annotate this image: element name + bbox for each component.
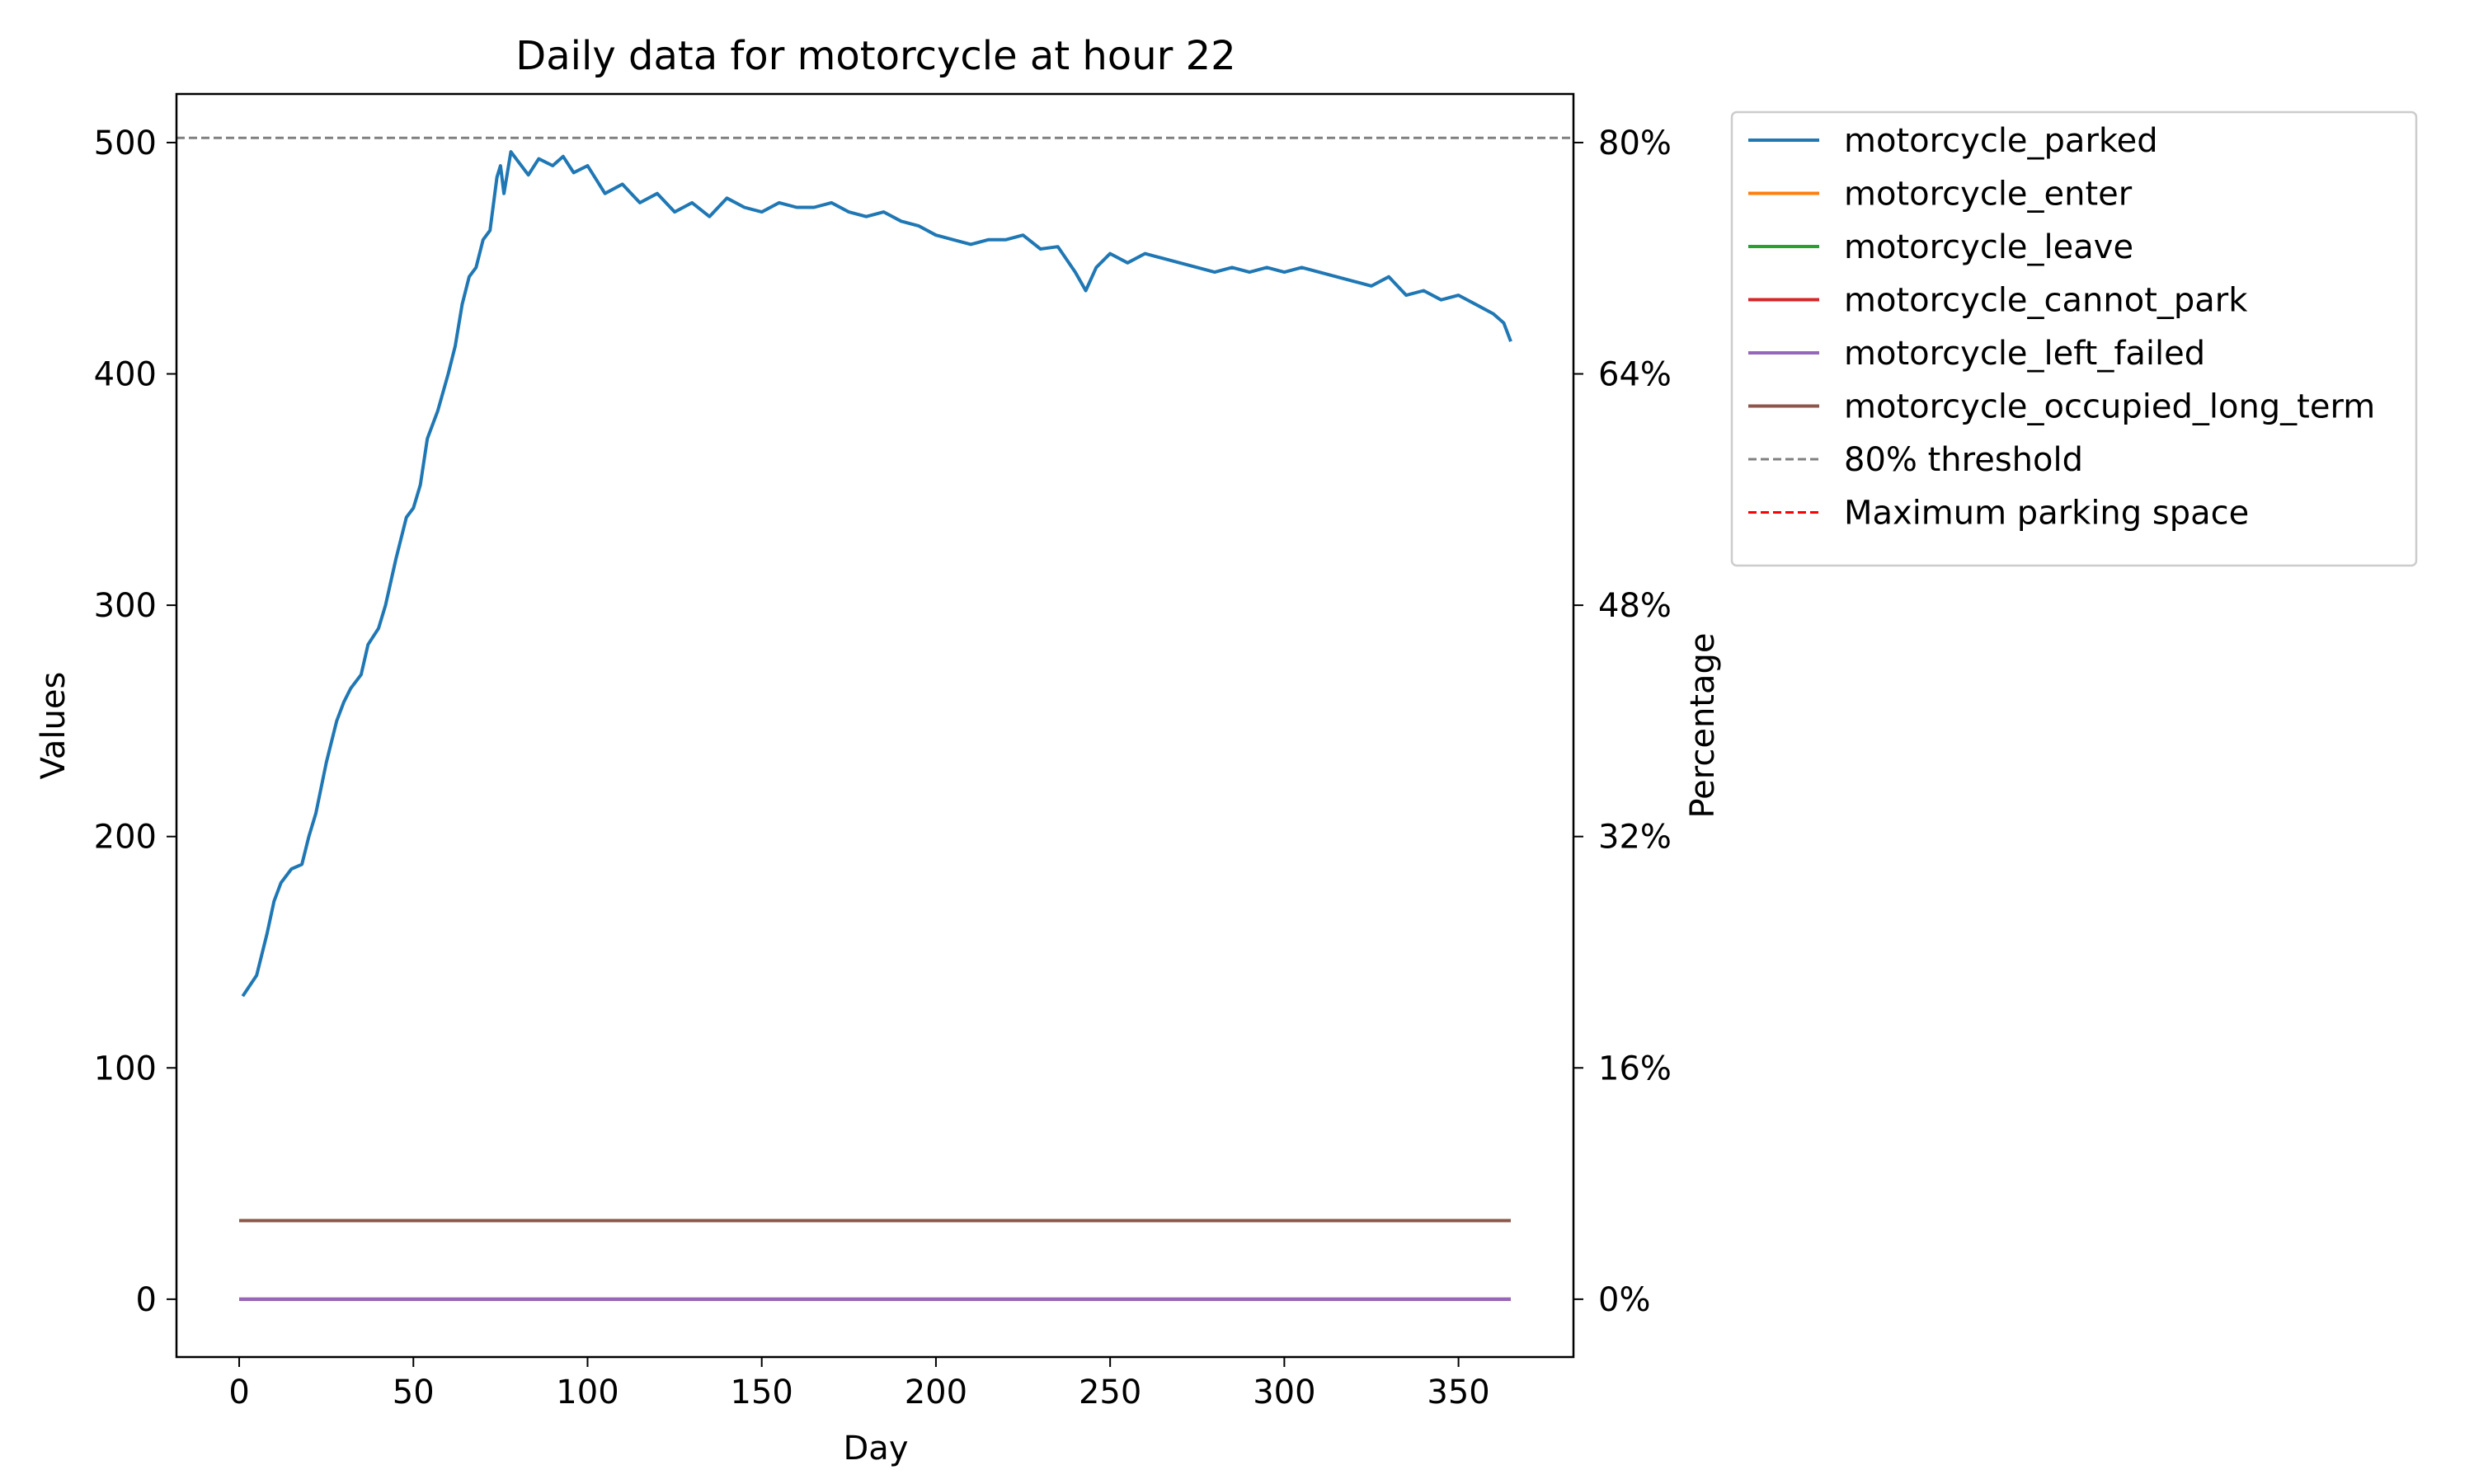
- series-line-motorcycle-parked: [241, 150, 1512, 998]
- x-tick-label: 100: [556, 1374, 618, 1411]
- x-axis: 0 50 100 150 200 250 300 350: [228, 1357, 1490, 1411]
- y-tick-label: 400: [94, 356, 157, 394]
- secondary-y-axis-label: Percentage: [1684, 632, 1722, 818]
- y-tick-label: 200: [94, 819, 157, 857]
- y2-tick-label: 48%: [1598, 587, 1672, 625]
- legend-label-80-threshold: 80% threshold: [1844, 441, 2083, 479]
- x-tick-label: 50: [393, 1374, 435, 1411]
- legend-label-motorcycle-occupied-long-term: motorcycle_occupied_long_term: [1844, 388, 2375, 426]
- x-tick-label: 350: [1427, 1374, 1489, 1411]
- legend-label-motorcycle-left-failed: motorcycle_left_failed: [1844, 335, 2205, 373]
- x-tick-label: 150: [731, 1374, 793, 1411]
- chart-title: Daily data for motorcycle at hour 22: [515, 33, 1235, 79]
- y-tick-label: 100: [94, 1050, 157, 1087]
- y-tick-label: 500: [94, 124, 157, 162]
- x-axis-label: Day: [844, 1430, 909, 1468]
- legend: motorcycle_parked motorcycle_entermotorcy…: [1730, 110, 2418, 567]
- secondary-y-axis: 0% 16% 32% 48% 64% 80%: [1573, 124, 1672, 1319]
- legend-frame: [1730, 110, 2418, 567]
- y2-tick-label: 64%: [1598, 356, 1672, 394]
- x-tick-label: 250: [1079, 1374, 1141, 1411]
- y2-tick-label: 80%: [1598, 124, 1672, 162]
- y-tick-label: 0: [136, 1281, 157, 1319]
- legend-label-motorcycle-leave: motorcycle_leave: [1844, 228, 2133, 266]
- plot-area: [176, 136, 1573, 1301]
- y-axis: 0 100 200 300 400 500: [94, 124, 176, 1319]
- y-axis-label: Values: [35, 672, 73, 780]
- x-tick-label: 200: [905, 1374, 967, 1411]
- x-tick-label: 300: [1253, 1374, 1315, 1411]
- plot-frame: [175, 92, 1575, 1359]
- legend-label-motorcycle-enter: motorcycle_enter: [1844, 176, 2133, 214]
- y2-tick-label: 16%: [1598, 1050, 1672, 1087]
- x-tick-label: 0: [228, 1374, 249, 1411]
- legend-label-maximum-parking-space: Maximum parking space: [1844, 495, 2249, 533]
- legend-label-motorcycle-parked: motorcycle_parked: [1844, 122, 2158, 160]
- y-tick-label: 300: [94, 587, 157, 625]
- legend-label-motorcycle-cannot-park: motorcycle_cannot_park: [1844, 282, 2248, 320]
- y2-tick-label: 0%: [1598, 1281, 1650, 1319]
- y2-tick-label: 32%: [1598, 819, 1672, 857]
